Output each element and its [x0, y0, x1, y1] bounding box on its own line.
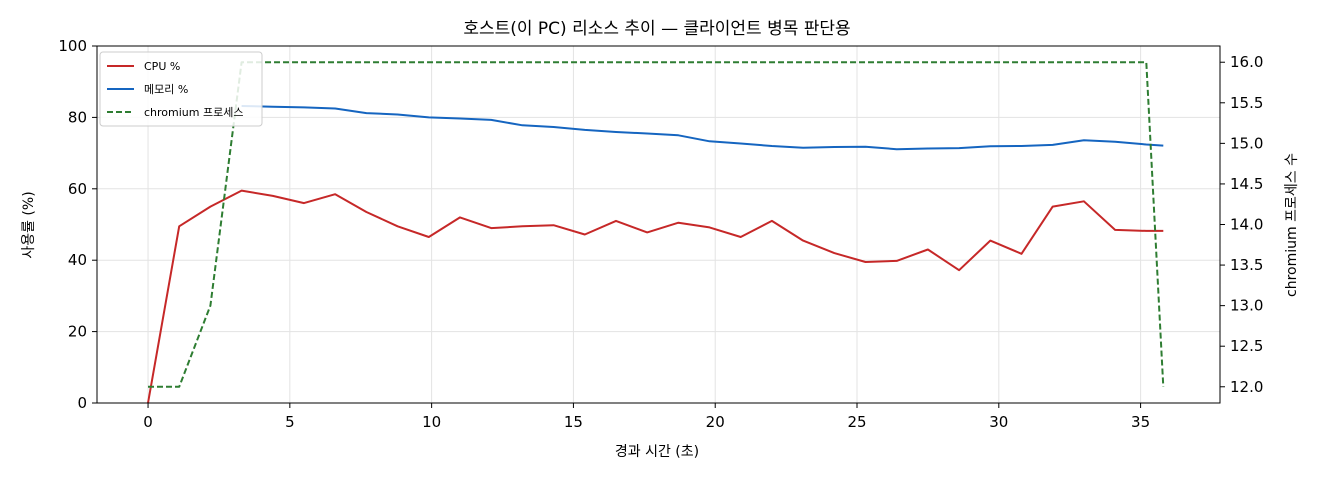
y-tick-label: 60	[68, 180, 87, 198]
y2-axis-label: chromium 프로세스 수	[1284, 153, 1300, 297]
x-tick-label: 5	[285, 413, 295, 431]
x-axis-label: 경과 시간 (초)	[615, 444, 699, 460]
y2-tick-label: 12.5	[1230, 337, 1263, 355]
y-tick-label: 0	[77, 394, 87, 412]
series-line-1	[147, 189, 1164, 404]
x-tick-label: 10	[422, 413, 441, 431]
x-tick-label: 0	[143, 413, 153, 431]
y2-tick-label: 12.0	[1230, 378, 1263, 396]
legend-label: 메모리 %	[144, 83, 188, 96]
x-tick-label: 25	[847, 413, 866, 431]
series-line-2	[241, 105, 1164, 151]
x-tick-label: 35	[1131, 413, 1150, 431]
legend: CPU % 메모리 % chromium 프로세스	[99, 51, 263, 127]
legend-label: chromium 프로세스	[144, 106, 243, 119]
x-tick-label: 30	[989, 413, 1008, 431]
y2-tick-label: 13.0	[1230, 297, 1263, 315]
x-tick-label: 15	[564, 413, 583, 431]
plot-area	[147, 61, 1165, 404]
plot-frame	[96, 45, 1221, 404]
y-tick-label: 20	[68, 323, 87, 341]
y2-tick-label: 13.5	[1230, 256, 1263, 274]
axes: 0 5 10 15 20 25 30 35 0 20 40 60 80 100 12.0 12.5 13.0 13…	[58, 37, 1263, 431]
y2-tick-label: 15.5	[1230, 94, 1263, 112]
y-axis-label: 사용률 (%)	[21, 191, 37, 258]
grid	[97, 45, 1220, 404]
y-tick-label: 40	[68, 251, 87, 269]
y2-tick-label: 14.0	[1230, 216, 1263, 234]
y2-tick-label: 15.0	[1230, 134, 1263, 152]
y-tick-label: 100	[58, 37, 87, 55]
series-line-3	[148, 61, 1165, 388]
legend-box	[99, 51, 263, 127]
x-tick-label: 20	[706, 413, 725, 431]
y2-tick-label: 16.0	[1230, 53, 1263, 71]
y2-tick-label: 14.5	[1230, 175, 1263, 193]
legend-label: CPU %	[144, 60, 180, 73]
chart-title: 호스트(이 PC) 리소스 추이 — 클라이언트 병목 판단용	[463, 19, 850, 39]
y-tick-label: 80	[68, 108, 87, 126]
